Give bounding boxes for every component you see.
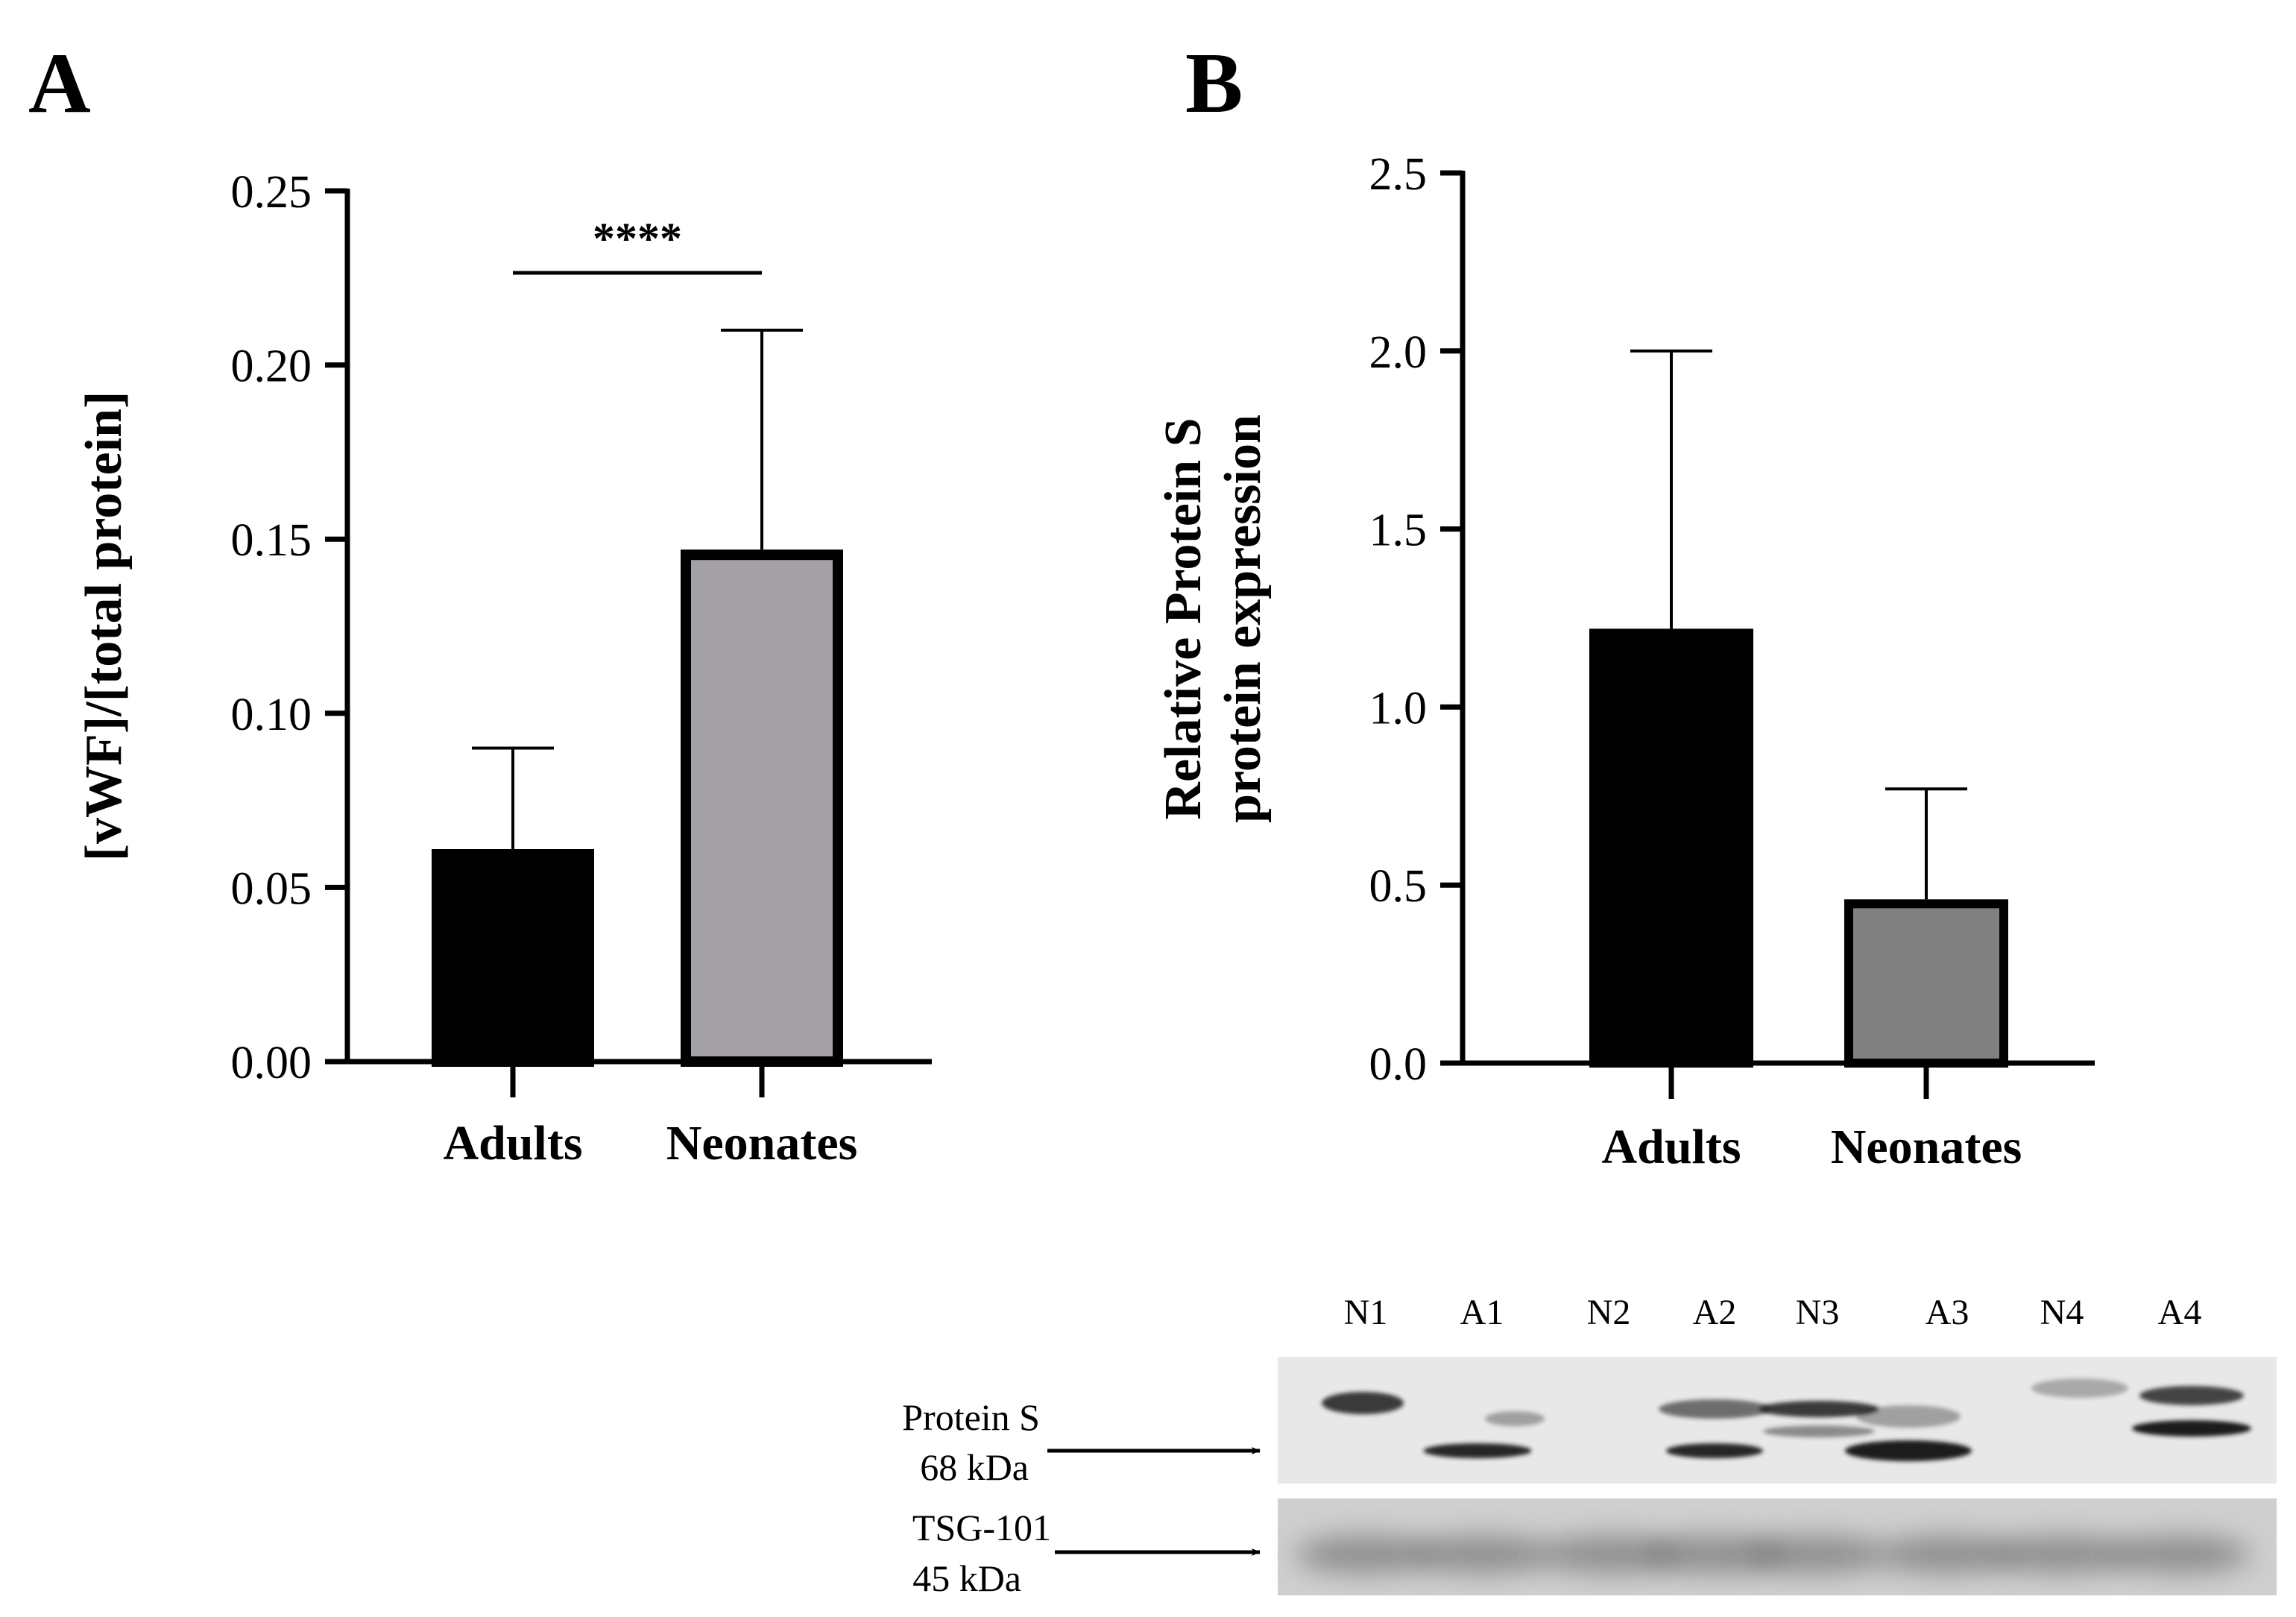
western-blot: N1 A1 N2 A2 N3 A3 N4 A4 Protein S 68 kDa TSG-10…	[902, 1293, 2277, 1599]
chart-b-bar-adults	[1589, 628, 1753, 1068]
protein-s-label: Protein S	[902, 1396, 1040, 1438]
chart-a-category-label: Adults	[443, 1116, 582, 1170]
chart-a-y-tick-label: 0.05	[231, 863, 312, 914]
protein-s-band	[1659, 1399, 1770, 1419]
chart-a-bar-neonates	[681, 549, 843, 1067]
panel-b-letter: B	[1185, 36, 1243, 131]
protein-s-band	[1856, 1405, 1961, 1428]
chart-a-y-tick-label: 0.10	[231, 690, 312, 740]
protein-s-band	[1666, 1443, 1763, 1458]
protein-s-band	[1423, 1443, 1532, 1458]
lane-label-n3: N3	[1796, 1293, 1840, 1332]
chart-a-bar-adults	[432, 849, 594, 1068]
tsg101-bands	[1295, 1536, 2251, 1572]
tsg101-band	[1538, 1536, 1680, 1572]
lane-label-a4: A4	[2158, 1293, 2202, 1332]
panel-a-letter: A	[28, 36, 91, 131]
chart-a: [vWF]/[total protein] 0.00 0.05 0.10 0.15 0.…	[75, 167, 932, 1170]
chart-b-bar-neonates	[1844, 899, 2008, 1068]
lane-label-a2: A2	[1693, 1293, 1737, 1332]
lane-label-a3: A3	[1926, 1293, 1969, 1332]
tsg101-band	[2109, 1536, 2251, 1572]
protein-s-band	[2139, 1386, 2244, 1405]
tsg101-band	[1876, 1536, 2018, 1572]
chart-b-y-tick-label: 2.5	[1369, 149, 1428, 200]
tsg101-band	[1295, 1536, 1436, 1572]
protein-s-blot-strip	[1278, 1357, 2277, 1484]
protein-s-band	[1759, 1401, 1879, 1417]
chart-b-y-tick-label: 1.5	[1369, 505, 1428, 556]
tsg101-band	[1747, 1536, 1888, 1572]
lane-label-n4: N4	[2040, 1293, 2084, 1332]
chart-a-y-axis-label: [vWF]/[total protein]	[75, 391, 133, 862]
tsg101-band	[1991, 1536, 2133, 1572]
lane-label-n1: N1	[1344, 1293, 1388, 1332]
chart-a-category-label: Neonates	[666, 1116, 858, 1170]
protein-s-band	[2031, 1378, 2128, 1398]
significance-label: ****	[593, 214, 682, 263]
lane-label-n2: N2	[1587, 1293, 1631, 1332]
chart-b-y-tick-label: 2.0	[1369, 327, 1428, 378]
chart-b-y-axis-label-line1: Relative Protein S	[1155, 417, 1212, 819]
protein-s-band	[1763, 1425, 1875, 1437]
chart-b-y-tick-label: 0.5	[1369, 861, 1428, 912]
protein-s-band	[1845, 1440, 1972, 1461]
lane-label-a1: A1	[1460, 1293, 1504, 1332]
tsg101-band	[1411, 1536, 1553, 1572]
chart-b-y-tick-label: 1.0	[1369, 683, 1428, 734]
protein-s-band	[1322, 1392, 1404, 1414]
tsg101-band	[1644, 1536, 1785, 1572]
chart-a-y-tick-label: 0.15	[231, 515, 312, 566]
chart-b-y-axis-label-line2: protein expression	[1214, 415, 1272, 823]
chart-b-category-label: Neonates	[1831, 1120, 2022, 1174]
chart-a-y-tick-label: 0.00	[231, 1038, 312, 1088]
chart-a-y-tick-label: 0.25	[231, 167, 312, 218]
protein-s-bands	[1322, 1378, 2251, 1461]
chart-b-category-label: Adults	[1601, 1120, 1741, 1174]
protein-s-band	[1485, 1411, 1545, 1426]
protein-s-size: 68 kDa	[920, 1446, 1029, 1488]
lane-labels: N1 A1 N2 A2 N3 A3 N4 A4	[1344, 1293, 2202, 1332]
tsg101-size: 45 kDa	[912, 1557, 1021, 1599]
chart-b-y-tick-label: 0.0	[1369, 1039, 1428, 1090]
chart-b: Relative Protein S protein expression 0.…	[1155, 149, 2095, 1174]
tsg101-label: TSG-101	[912, 1507, 1051, 1548]
protein-s-band	[2132, 1420, 2251, 1437]
chart-a-y-tick-label: 0.20	[231, 341, 312, 392]
